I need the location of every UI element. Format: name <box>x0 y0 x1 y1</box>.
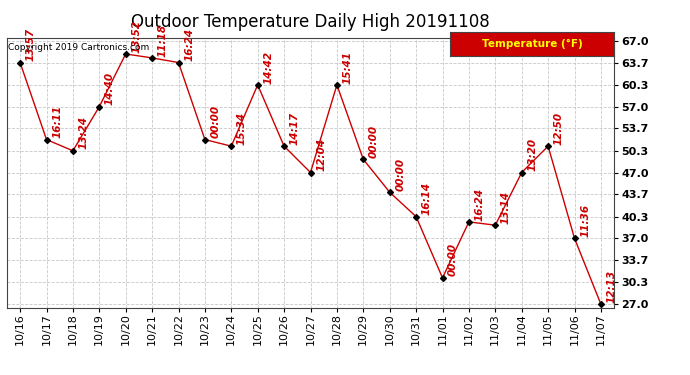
Text: 11:36: 11:36 <box>580 204 590 237</box>
Text: 13:14: 13:14 <box>501 190 511 224</box>
Text: 12:50: 12:50 <box>553 112 564 145</box>
Text: 15:34: 15:34 <box>237 112 247 145</box>
Text: 16:11: 16:11 <box>52 105 62 138</box>
Text: 16:24: 16:24 <box>184 28 194 61</box>
Text: 00:00: 00:00 <box>210 105 221 138</box>
Text: 13:57: 13:57 <box>26 28 36 61</box>
Text: 13:52: 13:52 <box>131 20 141 53</box>
Text: 14:40: 14:40 <box>105 72 115 105</box>
Text: 16:24: 16:24 <box>475 188 484 220</box>
Text: 12:13: 12:13 <box>607 270 616 303</box>
Text: 00:00: 00:00 <box>448 243 458 276</box>
Text: 14:42: 14:42 <box>264 50 273 84</box>
Text: 11:18: 11:18 <box>157 23 168 57</box>
Text: 14:17: 14:17 <box>290 112 299 145</box>
Text: Copyright 2019 Cartronics.com: Copyright 2019 Cartronics.com <box>8 43 149 52</box>
Title: Outdoor Temperature Daily High 20191108: Outdoor Temperature Daily High 20191108 <box>131 12 490 30</box>
Text: 00:00: 00:00 <box>369 125 379 158</box>
Text: 15:41: 15:41 <box>342 50 353 84</box>
Text: 00:00: 00:00 <box>395 158 405 191</box>
Text: 12:04: 12:04 <box>316 138 326 171</box>
Text: 13:20: 13:20 <box>527 138 538 171</box>
Text: 16:14: 16:14 <box>422 182 432 215</box>
Text: 13:24: 13:24 <box>79 116 88 149</box>
